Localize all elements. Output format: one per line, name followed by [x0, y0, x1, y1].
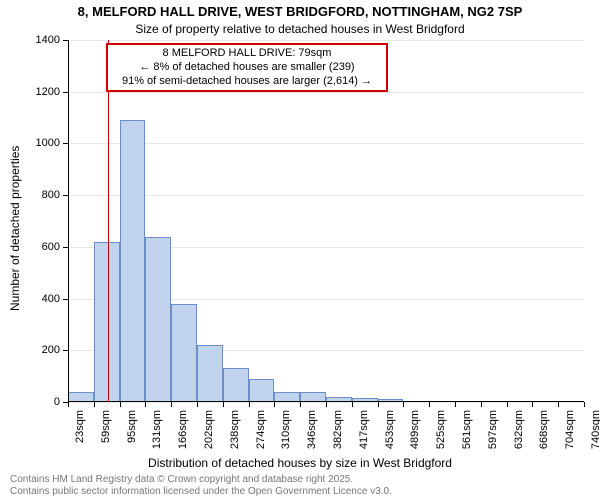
xtick-mark — [171, 402, 172, 407]
xtick-label: 131sqm — [151, 410, 163, 460]
xtick-mark — [223, 402, 224, 407]
xtick-label: 704sqm — [564, 410, 576, 460]
y-axis-line — [68, 40, 69, 402]
histogram-bar — [197, 345, 223, 402]
histogram-bar — [171, 304, 197, 402]
histogram-bar — [223, 368, 249, 402]
xtick-label: 740sqm — [590, 410, 600, 460]
y-axis-label: Number of detached properties — [8, 146, 22, 311]
ytick-label: 1400 — [24, 34, 60, 46]
annotation-line1: 8 MELFORD HALL DRIVE: 79sqm — [112, 47, 382, 61]
histogram-bar — [94, 242, 120, 402]
xtick-label: 238sqm — [229, 410, 241, 460]
xtick-mark — [120, 402, 121, 407]
chart-title-line2: Size of property relative to detached ho… — [0, 22, 600, 36]
xtick-label: 95sqm — [126, 410, 138, 460]
xtick-label: 525sqm — [435, 410, 447, 460]
xtick-label: 59sqm — [100, 410, 112, 460]
histogram-bar — [249, 379, 275, 402]
xtick-mark — [558, 402, 559, 407]
ytick-label: 0 — [24, 396, 60, 408]
xtick-label: 23sqm — [74, 410, 86, 460]
chart-title-line1: 8, MELFORD HALL DRIVE, WEST BRIDGFORD, N… — [0, 4, 600, 19]
xtick-label: 489sqm — [409, 410, 421, 460]
x-axis-line — [68, 401, 584, 402]
xtick-label: 346sqm — [306, 410, 318, 460]
xtick-mark — [274, 402, 275, 407]
ytick-label: 600 — [24, 241, 60, 253]
ytick-label: 1200 — [24, 86, 60, 98]
xtick-mark — [326, 402, 327, 407]
xtick-label: 166sqm — [177, 410, 189, 460]
xtick-mark — [378, 402, 379, 407]
histogram-bar — [145, 237, 171, 402]
gridline — [68, 143, 584, 144]
xtick-mark — [300, 402, 301, 407]
xtick-label: 382sqm — [332, 410, 344, 460]
xtick-label: 668sqm — [538, 410, 550, 460]
xtick-mark — [455, 402, 456, 407]
xtick-mark — [197, 402, 198, 407]
xtick-mark — [481, 402, 482, 407]
xtick-mark — [94, 402, 95, 407]
xtick-mark — [532, 402, 533, 407]
xtick-label: 632sqm — [513, 410, 525, 460]
xtick-mark — [68, 402, 69, 407]
annotation-line3: 91% of semi-detached houses are larger (… — [112, 75, 382, 89]
xtick-mark — [584, 402, 585, 407]
histogram-bar — [120, 120, 146, 402]
xtick-label: 202sqm — [203, 410, 215, 460]
xtick-label: 274sqm — [255, 410, 267, 460]
xtick-label: 310sqm — [280, 410, 292, 460]
attribution-line1: Contains HM Land Registry data © Crown c… — [10, 474, 353, 486]
annotation-line2: ← 8% of detached houses are smaller (239… — [112, 61, 382, 75]
ytick-label: 400 — [24, 293, 60, 305]
xtick-mark — [429, 402, 430, 407]
annotation-box: 8 MELFORD HALL DRIVE: 79sqm← 8% of detac… — [106, 43, 388, 92]
xtick-label: 417sqm — [358, 410, 370, 460]
attribution-line2: Contains public sector information licen… — [10, 486, 392, 498]
ytick-label: 800 — [24, 189, 60, 201]
xtick-mark — [249, 402, 250, 407]
xtick-label: 453sqm — [384, 410, 396, 460]
gridline — [68, 40, 584, 41]
chart-container: { "chart": { "type": "histogram", "title… — [0, 0, 600, 500]
xtick-mark — [352, 402, 353, 407]
xtick-label: 561sqm — [461, 410, 473, 460]
xtick-mark — [507, 402, 508, 407]
property-marker-line — [108, 40, 109, 402]
x-axis-label: Distribution of detached houses by size … — [0, 456, 600, 470]
ytick-label: 200 — [24, 344, 60, 356]
plot-area: 020040060080010001200140023sqm59sqm95sqm… — [68, 40, 584, 402]
ytick-label: 1000 — [24, 137, 60, 149]
xtick-mark — [403, 402, 404, 407]
xtick-mark — [145, 402, 146, 407]
gridline — [68, 195, 584, 196]
xtick-label: 597sqm — [487, 410, 499, 460]
